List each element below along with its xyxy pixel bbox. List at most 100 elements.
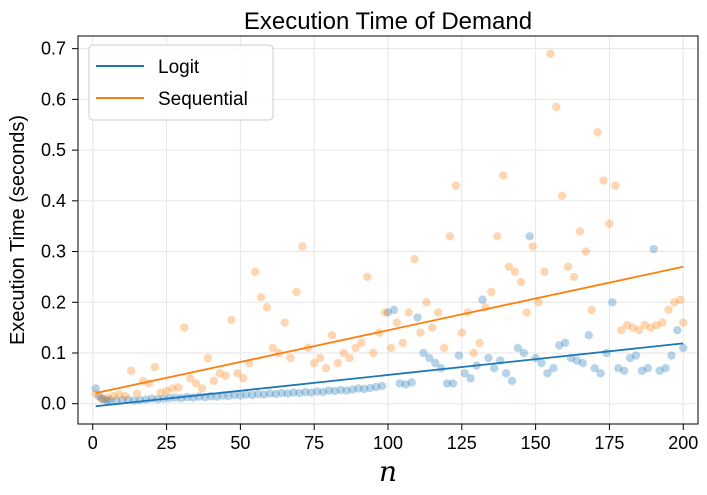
sequential-point — [528, 242, 537, 251]
sequential-point — [428, 323, 437, 332]
sequential-point — [321, 364, 331, 373]
scatter-points — [91, 49, 688, 405]
sequential-point — [227, 315, 236, 325]
logit-point — [584, 331, 593, 340]
logit-point — [401, 380, 410, 389]
y-tick-label: 0.4 — [41, 191, 66, 211]
logit-point — [348, 385, 357, 394]
logit-point — [112, 396, 121, 405]
x-tick-label: 125 — [447, 433, 477, 453]
logit-point — [667, 351, 676, 360]
logit-point — [224, 391, 233, 401]
sequential-point — [109, 391, 118, 401]
chart-title: Execution Time of Demand — [244, 8, 532, 35]
sequential-point — [132, 389, 142, 398]
sequential-point — [180, 323, 189, 332]
logit-point — [619, 366, 629, 375]
logit-point — [625, 353, 635, 363]
logit-point — [466, 374, 475, 383]
sequential-point — [640, 320, 650, 330]
sequential-point — [298, 242, 307, 251]
sequential-point — [121, 391, 130, 401]
sequential-point — [540, 267, 549, 277]
logit-point — [230, 390, 239, 400]
logit-point — [383, 308, 393, 317]
logit-point — [103, 396, 112, 405]
legend: Logit Sequential — [88, 44, 274, 121]
logit-point — [265, 389, 275, 398]
logit-point — [578, 358, 588, 368]
logit-point — [419, 348, 428, 358]
logit-point — [614, 364, 623, 373]
x-tick-label: 100 — [373, 433, 403, 453]
fit-lines — [95, 265, 684, 408]
y-tick-label: 0.7 — [41, 39, 66, 59]
sequential-point — [392, 318, 402, 327]
sequential-point — [557, 191, 567, 200]
sequential-point — [292, 287, 301, 297]
y-tick-label: 0.1 — [41, 343, 66, 363]
sequential-point — [628, 323, 638, 332]
logit-point — [525, 232, 534, 241]
sequential-point — [97, 394, 106, 403]
sequential-point — [404, 308, 413, 317]
logit-point — [673, 325, 682, 335]
sequential-point — [380, 308, 390, 317]
sequential-point — [209, 376, 219, 386]
sequential-point — [516, 277, 526, 287]
logit-point — [507, 376, 517, 386]
logit-point — [312, 387, 322, 396]
y-tick-label: 0.2 — [41, 292, 66, 312]
sequential-point — [599, 176, 608, 185]
logit-point — [354, 384, 363, 393]
x-tick-label: 175 — [594, 433, 624, 453]
y-axis-ticks: 0.0 0.1 0.2 0.3 0.4 0.5 0.6 0.7 — [41, 39, 78, 414]
sequential-point — [451, 181, 461, 190]
sequential-point — [575, 227, 585, 236]
sequential-point — [262, 303, 272, 312]
logit-point — [425, 353, 434, 363]
sequential-point — [351, 343, 360, 353]
sequential-point — [386, 343, 396, 353]
sequential-point — [327, 331, 337, 340]
sequential-point — [605, 219, 614, 228]
logit-point — [643, 364, 653, 373]
sequential-point — [475, 338, 484, 348]
logit-point — [655, 366, 664, 375]
logit-point — [537, 358, 546, 368]
sequential-point — [398, 338, 407, 348]
logit-point — [247, 390, 257, 400]
sequential-point — [679, 318, 688, 327]
sequential-point — [168, 384, 177, 393]
sequential-fit-line — [95, 265, 684, 394]
sequential-point — [369, 348, 378, 358]
x-axis-title: n — [379, 455, 397, 488]
sequential-point — [197, 384, 207, 393]
logit-point — [596, 369, 605, 378]
logit-point — [377, 381, 387, 391]
logit-point — [549, 364, 558, 373]
sequential-point — [534, 298, 543, 307]
logit-point — [679, 343, 688, 353]
sequential-point — [416, 328, 425, 337]
logit-fit-line — [95, 342, 684, 408]
sequential-point — [422, 298, 431, 307]
y-tick-label: 0.0 — [41, 394, 66, 414]
sequential-point — [239, 374, 248, 383]
logit-point — [283, 389, 292, 398]
sequential-point — [357, 338, 366, 348]
logit-point — [295, 388, 304, 398]
logit-point — [555, 341, 564, 350]
sequential-point — [103, 393, 112, 402]
logit-point — [97, 394, 106, 403]
sequential-point — [286, 353, 295, 363]
logit-point — [324, 386, 334, 395]
legend-sequential-label: Sequential — [158, 89, 248, 110]
logit-point — [431, 358, 440, 368]
logit-point — [661, 364, 670, 373]
logit-point — [91, 384, 100, 393]
sequential-point — [569, 272, 579, 282]
logit-point — [212, 392, 221, 401]
sequential-point — [410, 254, 419, 264]
logit-point — [501, 369, 511, 378]
